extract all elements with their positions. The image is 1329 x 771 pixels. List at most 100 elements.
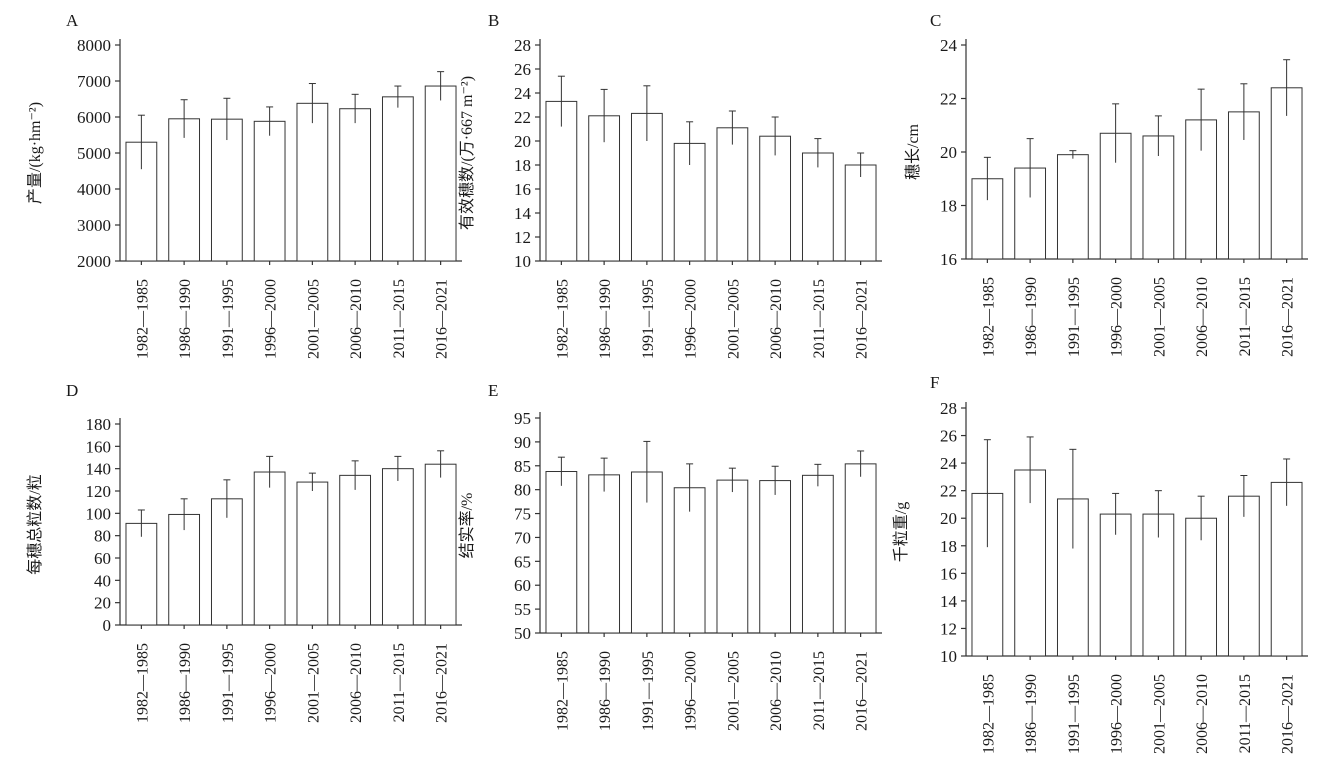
- y-tick-label: 16: [514, 180, 531, 199]
- bar: [382, 97, 413, 261]
- x-tick-label: 2016—2021: [854, 651, 871, 731]
- x-tick-label: 1991—1995: [1066, 277, 1083, 357]
- x-tick-label: 1982—1985: [134, 279, 151, 359]
- y-tick-label: 26: [940, 427, 957, 446]
- y-tick-label: 75: [514, 505, 531, 524]
- x-tick-label: 1996—2000: [683, 279, 700, 359]
- y-axis-label: 结实率/%: [458, 493, 476, 559]
- panel-label: E: [488, 381, 498, 400]
- x-tick-label: 1996—2000: [1109, 674, 1126, 754]
- bar: [1057, 155, 1088, 259]
- bar: [340, 475, 371, 625]
- y-tick-label: 20: [514, 132, 531, 151]
- x-tick-label: 2006—2010: [768, 279, 785, 359]
- x-tick-label: 2001—2005: [305, 643, 322, 723]
- y-tick-label: 40: [94, 571, 111, 590]
- x-tick-label: 2001—2005: [1151, 277, 1168, 357]
- x-tick-label: 2016—2021: [1280, 674, 1297, 754]
- y-tick-label: 95: [514, 409, 531, 428]
- y-tick-label: 120: [86, 482, 112, 501]
- bar: [760, 481, 791, 633]
- x-tick-label: 2011—2015: [391, 643, 408, 722]
- y-axis-label: 每穗总粒数/粒: [26, 474, 44, 574]
- y-tick-label: 12: [514, 228, 531, 247]
- bar: [845, 165, 876, 261]
- y-tick-label: 60: [514, 576, 531, 595]
- bar: [382, 469, 413, 625]
- x-tick-label: 1982—1985: [980, 277, 997, 357]
- bar: [297, 482, 328, 625]
- bar: [1228, 496, 1259, 656]
- x-tick-label: 1996—2000: [1109, 277, 1126, 357]
- y-tick-label: 60: [94, 549, 111, 568]
- y-tick-label: 55: [514, 600, 531, 619]
- panel-f: F千粒重/g101214161820222426281982—1985 1986—…: [892, 373, 1308, 754]
- panel-d: D 每穗总粒数/粒 0 20 40 60 80 100 120 140 160 180 1982—198…: [26, 381, 462, 723]
- bar: [845, 464, 876, 633]
- bar: [254, 121, 285, 261]
- y-tick-label: 16: [940, 564, 957, 583]
- x-tick-label: 2001—2005: [725, 651, 742, 731]
- x-tick-label: 1991—1995: [220, 279, 237, 359]
- y-tick-label: 22: [940, 90, 957, 109]
- bar: [169, 119, 200, 261]
- y-tick-label: 180: [86, 415, 112, 434]
- bar: [425, 86, 456, 261]
- bar: [425, 464, 456, 625]
- y-tick-label: 80: [514, 481, 531, 500]
- y-tick-label: 5000: [77, 144, 111, 163]
- x-tick-label: 2006—2010: [348, 279, 365, 359]
- panel-label: A: [66, 11, 79, 30]
- y-tick-label: 24: [940, 454, 958, 473]
- y-tick-label: 2000: [77, 252, 111, 271]
- y-tick-label: 20: [94, 594, 111, 613]
- y-tick-label: 3000: [77, 216, 111, 235]
- x-tick-label: 2006—2010: [348, 643, 365, 723]
- x-tick-label: 1996—2000: [263, 279, 280, 359]
- x-tick-label: 1982—1985: [134, 643, 151, 723]
- y-tick-label: 8000: [77, 36, 111, 55]
- x-tick-label: 1986—1990: [1023, 277, 1040, 357]
- bar: [340, 109, 371, 261]
- panel-a: A 产量/(kg·hm⁻²) 2000 3000 4000 5000 6000 7000 800…: [26, 11, 462, 359]
- panel-b: B 有效穗数/(万·667 m⁻²) 10 12 14 16 18 20 22 24 26 28 198…: [458, 11, 882, 359]
- y-tick-label: 24: [514, 84, 532, 103]
- y-tick-label: 10: [514, 252, 531, 271]
- x-tick-label: 1982—1985: [554, 279, 571, 359]
- x-tick-label: 1996—2000: [683, 651, 700, 731]
- y-tick-label: 22: [514, 108, 531, 127]
- x-tick-label: 1991—1995: [1066, 674, 1083, 754]
- bar: [1271, 482, 1302, 656]
- y-tick-label: 14: [514, 204, 532, 223]
- bar: [297, 103, 328, 261]
- y-tick-label: 50: [514, 624, 531, 643]
- x-tick-label: 2001—2005: [1151, 674, 1168, 754]
- bar: [802, 153, 833, 261]
- y-tick-label: 6000: [77, 108, 111, 127]
- bar: [169, 514, 200, 625]
- x-tick-label: 1991—1995: [220, 643, 237, 723]
- y-tick-label: 18: [940, 537, 957, 556]
- x-tick-label: 1986—1990: [597, 279, 614, 359]
- bar: [717, 480, 748, 633]
- y-tick-label: 12: [940, 619, 957, 638]
- y-tick-label: 20: [940, 509, 957, 528]
- y-tick-label: 90: [514, 433, 531, 452]
- panel-e: E 结实率/% 50 55 60 65 70 75 80 85 90 95 1982—1985 1986—…: [458, 381, 882, 731]
- x-tick-label: 2016—2021: [854, 279, 871, 359]
- x-tick-label: 2016—2021: [434, 643, 451, 723]
- bar: [1100, 514, 1131, 656]
- x-tick-label: 2001—2005: [725, 279, 742, 359]
- y-tick-label: 4000: [77, 180, 111, 199]
- x-tick-label: 1986—1990: [1023, 674, 1040, 754]
- x-tick-label: 2011—2015: [811, 651, 828, 730]
- panel-label: F: [930, 373, 939, 392]
- y-tick-label: 100: [86, 504, 112, 523]
- panel-c: C 穗长/cm 16 18 20 22 24 1982—1985 1986—1990 1991—1…: [904, 11, 1308, 357]
- y-tick-label: 160: [86, 437, 112, 456]
- x-tick-label: 1991—1995: [640, 279, 657, 359]
- bar: [802, 475, 833, 633]
- x-tick-label: 2011—2015: [811, 279, 828, 358]
